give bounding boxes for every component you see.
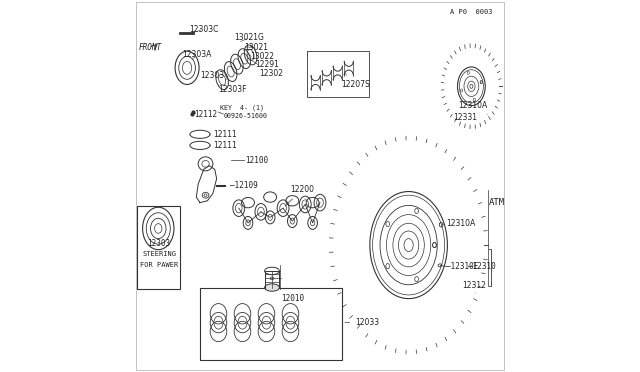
Text: 12310A: 12310A: [442, 219, 476, 228]
Text: 12331: 12331: [453, 113, 477, 122]
Text: —12310E: —12310E: [445, 262, 478, 271]
Text: 12111: 12111: [209, 141, 237, 150]
Text: FRONT: FRONT: [138, 43, 161, 52]
Text: 12303: 12303: [147, 239, 170, 248]
Text: 12111: 12111: [209, 130, 237, 139]
Text: 12303A: 12303A: [182, 51, 212, 60]
Text: 12100: 12100: [245, 155, 268, 165]
Text: 12303: 12303: [195, 67, 224, 80]
Text: A P0  0003: A P0 0003: [450, 9, 492, 16]
Text: STEERING: STEERING: [142, 251, 176, 257]
Text: 12303C: 12303C: [189, 25, 218, 34]
Text: FOR PAWER: FOR PAWER: [140, 262, 178, 268]
Text: 13021: 13021: [244, 43, 268, 52]
Text: 12291: 12291: [248, 54, 279, 70]
Text: 13021G: 13021G: [234, 33, 264, 42]
Text: 12310A: 12310A: [458, 101, 488, 115]
Text: 12033: 12033: [345, 318, 380, 327]
Text: 12112: 12112: [195, 109, 218, 119]
Text: 12312: 12312: [462, 281, 486, 293]
Text: 00926-51600: 00926-51600: [224, 113, 268, 119]
Text: —12109: —12109: [230, 182, 257, 190]
Text: 12010: 12010: [281, 294, 305, 303]
Text: 13022: 13022: [244, 50, 274, 61]
Ellipse shape: [264, 284, 280, 291]
Bar: [307, 51, 369, 97]
Text: 12200: 12200: [285, 185, 314, 206]
Text: ATM: ATM: [489, 198, 505, 207]
Bar: [137, 206, 180, 289]
Text: 12303F: 12303F: [218, 79, 247, 94]
Text: KEY  4- (1): KEY 4- (1): [220, 105, 264, 111]
Bar: [200, 288, 342, 359]
Text: —12310: —12310: [468, 262, 495, 271]
Text: 12302: 12302: [248, 58, 284, 78]
Text: 12207S: 12207S: [341, 73, 370, 89]
